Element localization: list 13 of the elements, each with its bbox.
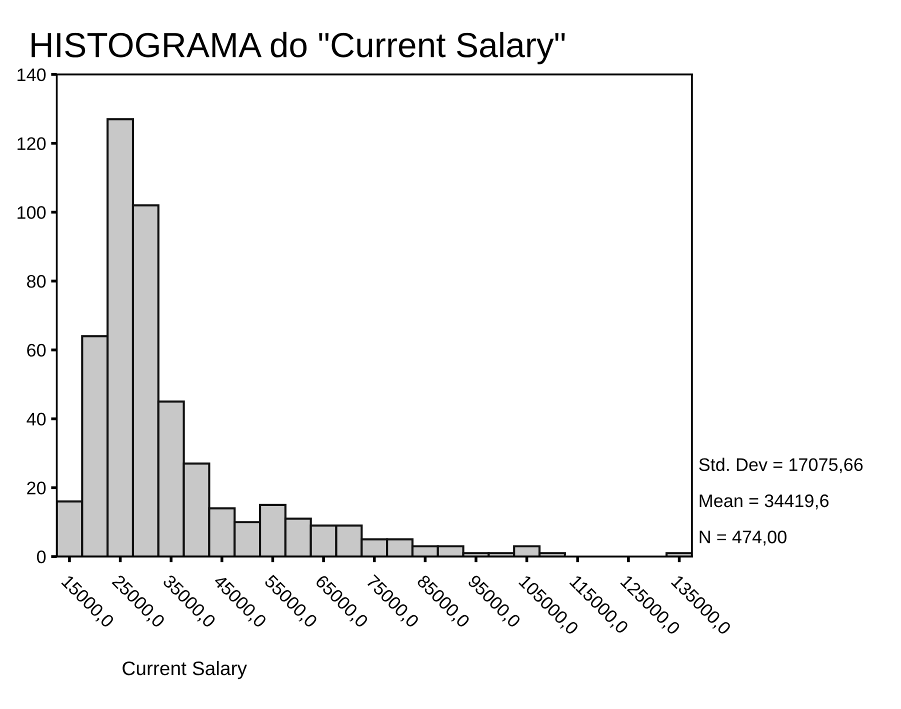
chart-title: HISTOGRAMA do "Current Salary" xyxy=(32,32,565,64)
y-tick-label: 20 xyxy=(27,482,46,494)
y-tick-label: 120 xyxy=(18,137,46,150)
y-tick-label: 80 xyxy=(27,275,46,288)
text: Std. Dev = 17075,66 xyxy=(699,458,863,474)
y-tick-label: 140 xyxy=(18,68,46,82)
text: N = 474,00 xyxy=(700,530,786,546)
x-axis-title: Current Salary xyxy=(122,660,247,680)
y-tick-label: 0 xyxy=(37,550,46,564)
y-tick-label: 40 xyxy=(26,412,46,426)
y-tick-label: 100 xyxy=(18,206,46,219)
y-tick-label: 60 xyxy=(27,344,46,357)
text: Mean = 34419,6 xyxy=(700,494,829,510)
